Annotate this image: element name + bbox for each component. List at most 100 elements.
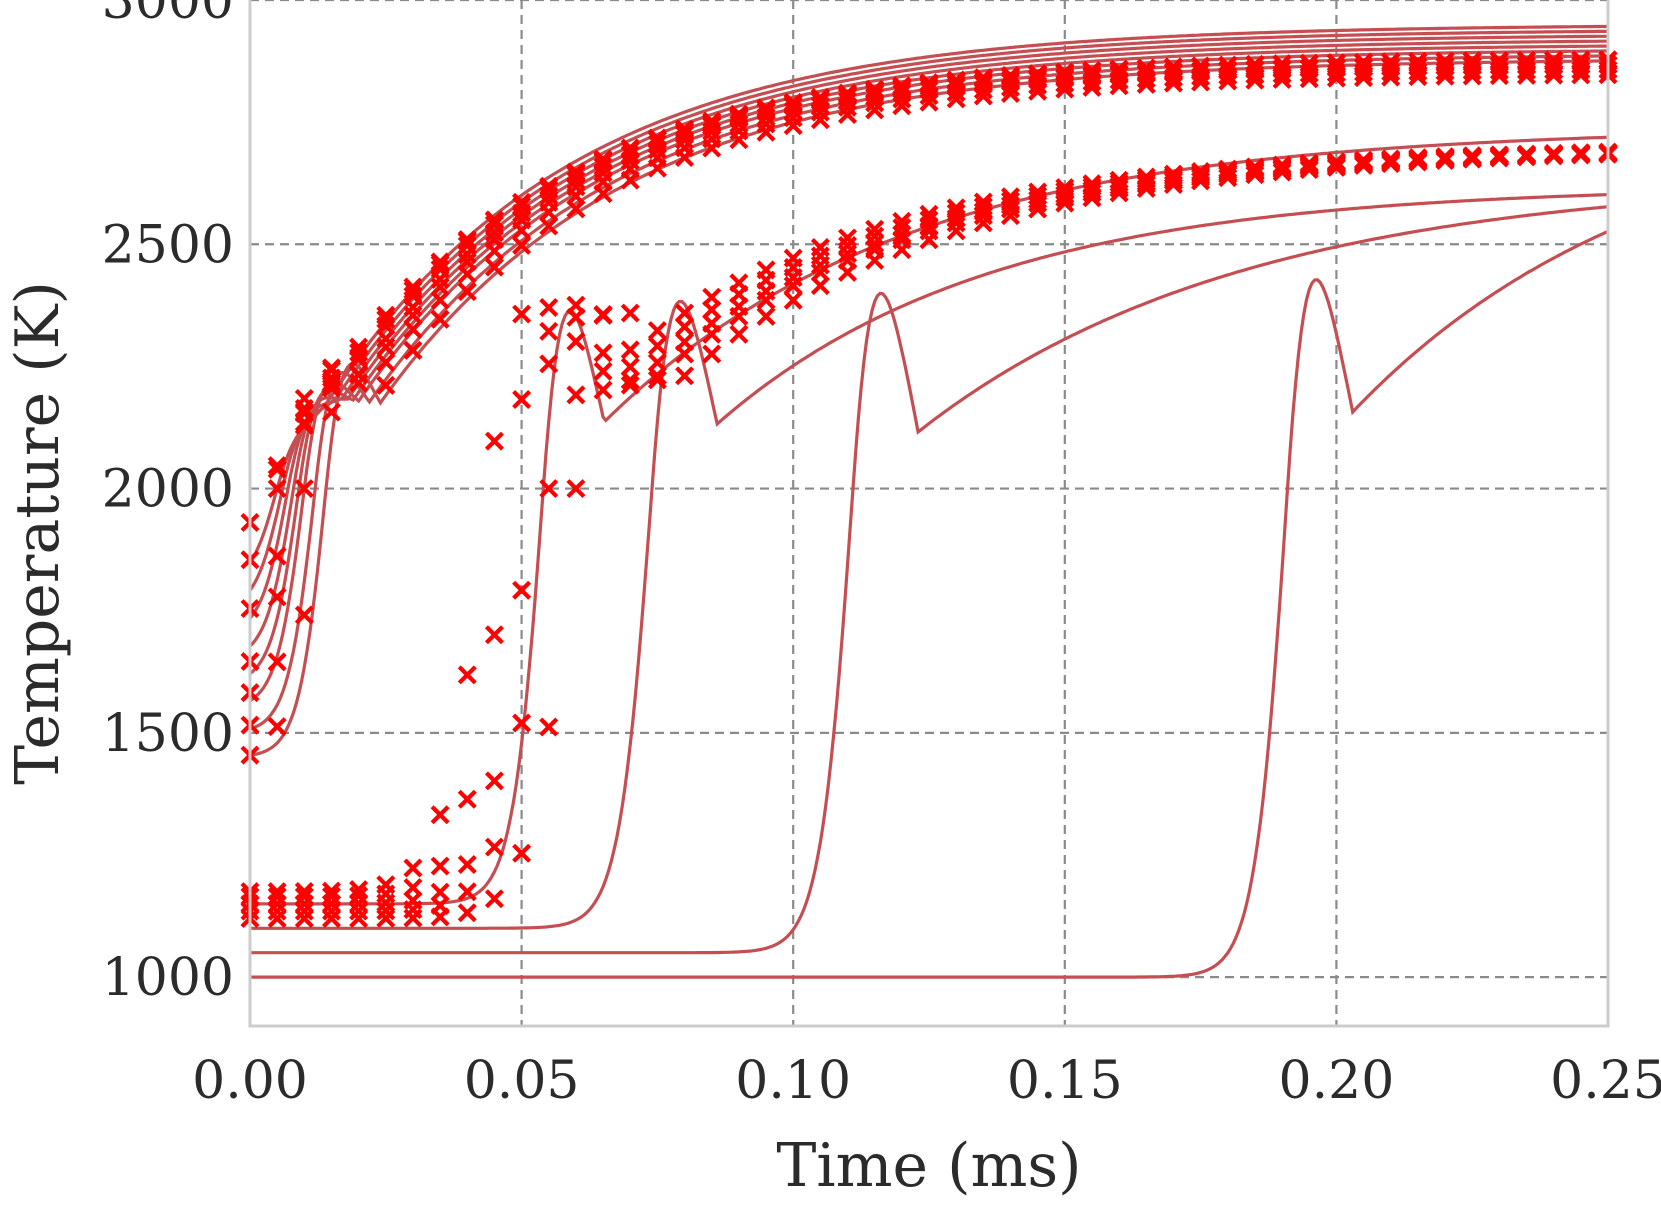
experiment-marker [1109,170,1129,190]
experiment-marker [1218,60,1238,80]
experiment-marker [430,309,450,329]
simulation-line [250,205,1609,955]
experiment-marker [675,317,695,337]
experiment-marker [919,210,939,230]
experiment-marker [1462,51,1482,71]
experiment-marker [457,789,477,809]
x-tick-label: 0.00 [192,1051,308,1111]
experiment-marker [484,431,504,451]
experiment-marker [1354,150,1374,170]
experiment-marker [756,260,776,280]
experiment-marker [294,605,314,625]
experiment-marker [919,73,939,93]
experiment-marker [539,216,559,236]
experiment-marker [403,340,423,360]
experiment-marker [1109,64,1129,84]
experiment-marker [620,340,640,360]
experiment-marker [457,903,477,923]
experiment-marker [1326,152,1346,172]
experiment-marker [430,252,450,272]
experiment-marker [376,352,396,372]
experiment-marker [1000,66,1020,85]
experiment-marker [1055,66,1075,86]
experiment-marker [620,375,640,395]
experiment-marker [1462,146,1482,166]
simulation-line [248,39,1608,648]
x-tick-label: 0.25 [1550,1051,1661,1111]
experiment-marker [430,882,450,902]
experiment-marker [349,364,369,384]
experiment-marker [1272,54,1292,74]
experiment-marker [376,375,396,395]
x-tick-label: 0.20 [1279,1051,1395,1111]
experiment-marker [865,87,885,107]
experiment-marker [1408,51,1428,71]
experiment-marker [1571,50,1591,70]
experiment-marker [946,198,966,218]
experiment-marker [484,625,504,645]
experiment-marker [267,887,287,906]
y-tick-labels: 1000 1500 2000 2500 3000 [102,0,234,1008]
simulation-line [248,34,1608,620]
experiment-marker [865,219,885,239]
experiment-marker [512,304,532,324]
experiment-marker [457,665,477,685]
experiment-marker [810,262,830,282]
experiment-marker [1082,180,1102,200]
experiment-marker [403,319,423,339]
experiment-marker [512,580,532,600]
experiment-marker [702,344,722,364]
experiment-marker [647,336,667,356]
experiment-marker [457,230,477,250]
experiment-marker [512,235,532,255]
experiment-marker [484,889,504,909]
experiment-marker [294,388,314,408]
simulation-line [249,54,1609,731]
experiment-marker [892,218,912,238]
experiment-marker [1571,55,1591,75]
experiment-marker [865,83,885,103]
experiment-marker [1381,57,1401,77]
experiment-marker [267,479,287,499]
experiment-marker [1544,55,1564,75]
experiment-marker [729,273,749,293]
experiment-marker [457,854,477,874]
experiment-marker [294,415,314,435]
experiment-marker [838,87,858,107]
simulation-lines [248,24,1609,979]
experiment-marker [1462,56,1482,76]
experiment-marker [973,72,993,92]
experiment-marker [1082,60,1102,80]
experiment-marker [1191,61,1211,81]
experiment-marker [865,234,885,254]
experiment-marker [1028,186,1048,206]
x-tick-label: 0.05 [464,1051,580,1111]
experiment-marker [512,713,532,733]
experiment-marker [838,250,858,270]
experiment-marker [919,77,939,97]
experiment-marker [566,385,586,405]
experiment-marker [267,882,287,902]
y-tick-label: 3000 [102,0,234,31]
experiment-marker [1136,58,1156,78]
experiment-marker [349,886,369,906]
experiment-marker [294,901,314,921]
experiment-marker [647,130,667,150]
simulation-line [248,24,1609,564]
experiment-marker [1435,56,1455,76]
experiment-marker [946,203,966,223]
experiment-marker [566,295,586,315]
experiment-marker [1408,56,1428,76]
experiment-marker [376,309,396,329]
experiment-marker [919,204,939,224]
simulation-line [248,44,1608,675]
experiment-marker [484,215,504,234]
experiment-marker [892,76,912,96]
experiment-marker [430,259,450,279]
experiment-marker [321,881,341,901]
experiment-marker [1055,62,1075,82]
experiment-marker [1489,51,1509,71]
plot-frame [248,0,1610,1028]
experiment-marker [349,337,369,357]
experiment-marker [512,389,532,409]
